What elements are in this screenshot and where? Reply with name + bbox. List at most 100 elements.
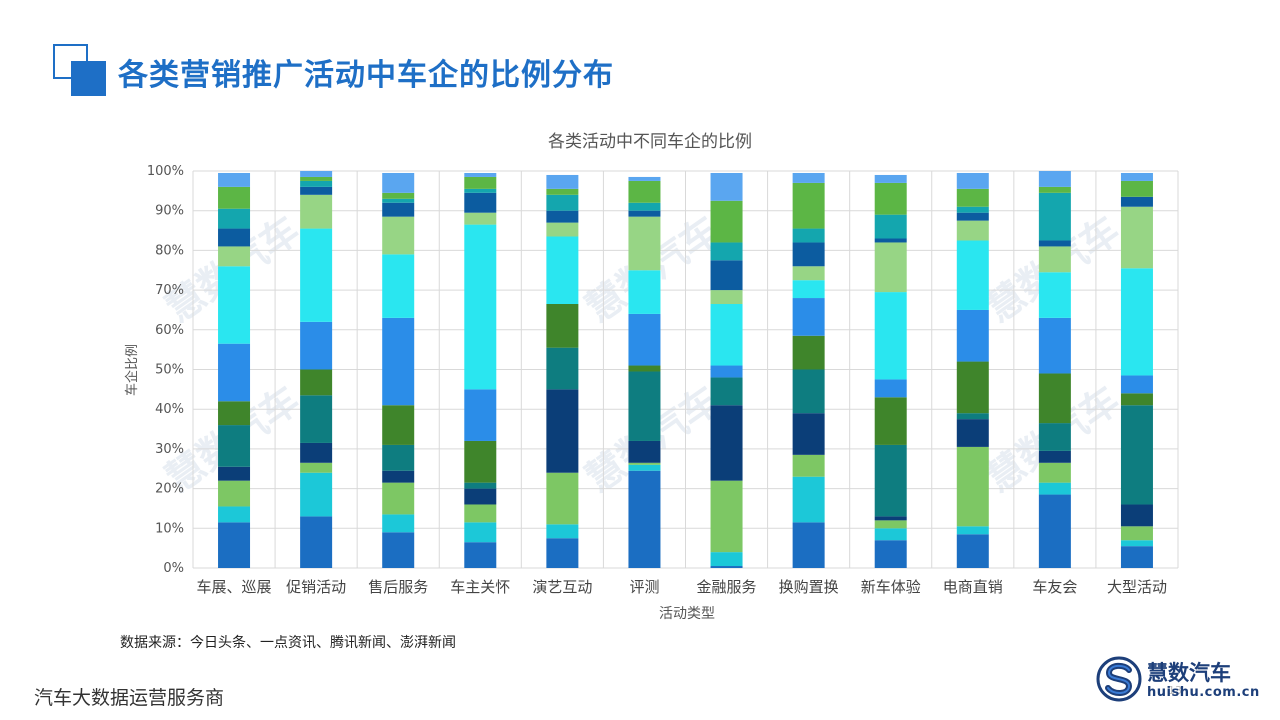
bar-segment [710,365,743,378]
bar-segment [300,194,333,229]
bar-segment [382,198,415,203]
bar-segment [1038,246,1071,273]
bar-segment [956,413,989,420]
bar-segment [874,528,907,541]
page-number: 13 [1168,684,1182,697]
bar-segment [1120,393,1153,406]
bar-segment [546,188,579,195]
bar-segment [1038,272,1071,318]
bar-segment [628,440,661,463]
bar-segment [382,317,415,406]
x-tick-label: 演艺互动 [532,578,592,596]
bar-segment [792,369,825,414]
bar-segment [218,266,251,344]
bar-segment [300,472,333,517]
y-tick-label: 30% [155,442,184,457]
bar-segment [1120,180,1153,197]
bar-segment [382,482,415,515]
bar-segment [1120,405,1153,505]
bar-segment [464,212,497,225]
bar-segment [1120,375,1153,394]
bar-segment [464,542,497,568]
bar-segment [956,526,989,535]
bar-stack [300,171,333,568]
bar-segment [956,220,989,241]
bar-segment [956,309,989,362]
bar-segment [710,480,743,553]
bar-segment [218,228,251,247]
bar-segment [710,242,743,261]
bar-segment [792,454,825,477]
bar-segment [218,343,251,402]
bar-segment [628,176,661,181]
bar-segment [546,174,579,189]
bar-segment [464,504,497,523]
bar-segment [382,216,415,255]
bar-segment [1038,462,1071,483]
bar-segment [218,401,251,426]
bar-segment [710,172,743,201]
x-tick-label: 车主关怀 [450,578,510,596]
y-tick-label: 40% [155,402,184,417]
bar-segment [382,405,415,445]
bar-segment [874,182,907,215]
bar-segment [710,566,743,568]
bar-segment [710,260,743,291]
bar-segment [874,292,907,380]
bar-segment [792,476,825,523]
bar-segment [218,522,251,568]
bar-segment [218,172,251,187]
bar-segment [218,208,251,229]
data-source-note: 数据来源：今日头条、一点资讯、腾讯新闻、澎湃新闻 [120,635,456,651]
bar-segment [218,506,251,523]
bar-segment [956,419,989,447]
bar-stack [1120,172,1153,568]
bar-segment [1038,317,1071,374]
bar-segment [628,470,661,568]
title-decoration-solid [71,61,106,96]
bar-segment [300,321,333,370]
bar-segment [956,212,989,221]
x-tick-label: 促销活动 [286,578,346,596]
bar-segment [628,210,661,217]
bar-segment [546,538,579,568]
bar-segment [1038,192,1071,241]
bar-segment [956,534,989,568]
bar-segment [874,379,907,398]
x-tick-label: 评测 [629,578,659,596]
bar-stack [1038,171,1071,568]
bar-segment [382,470,415,483]
bar-segment [1120,546,1153,568]
bar-segment [546,222,579,237]
bar-segment [464,192,497,213]
brand-name: 慧数汽车 [1147,661,1231,685]
bar-segment [218,466,251,481]
bar-stack [874,174,907,568]
bar-segment [546,303,579,348]
x-tick-label: 金融服务 [697,578,757,596]
bar-segment [628,313,661,366]
bar-segment [1038,482,1071,495]
bar-segment [792,242,825,267]
y-tick-label: 50% [155,363,184,378]
bar-segment [464,522,497,543]
bar-segment [546,524,579,539]
bar-segment [1120,196,1153,207]
bar-segment [546,194,579,211]
bar-stack [628,176,661,568]
bar-segment [874,214,907,239]
x-tick-label: 换购置换 [779,578,839,596]
x-tick-label: 大型活动 [1107,578,1167,596]
y-tick-label: 10% [155,521,184,536]
bar-segment [628,365,661,372]
page-title: 各类营销推广活动中车企的比例分布 [118,58,614,93]
bar-segment [956,206,989,213]
bar-segment [792,228,825,243]
gridlines [192,170,1179,569]
bar-segment [546,210,579,223]
bar-segment [1038,423,1071,451]
bar-segment [300,442,333,463]
bar-segment [300,369,333,396]
bar-segment [464,176,497,189]
brand-logo: 慧数汽车 huishu.com.cn [1095,655,1259,705]
